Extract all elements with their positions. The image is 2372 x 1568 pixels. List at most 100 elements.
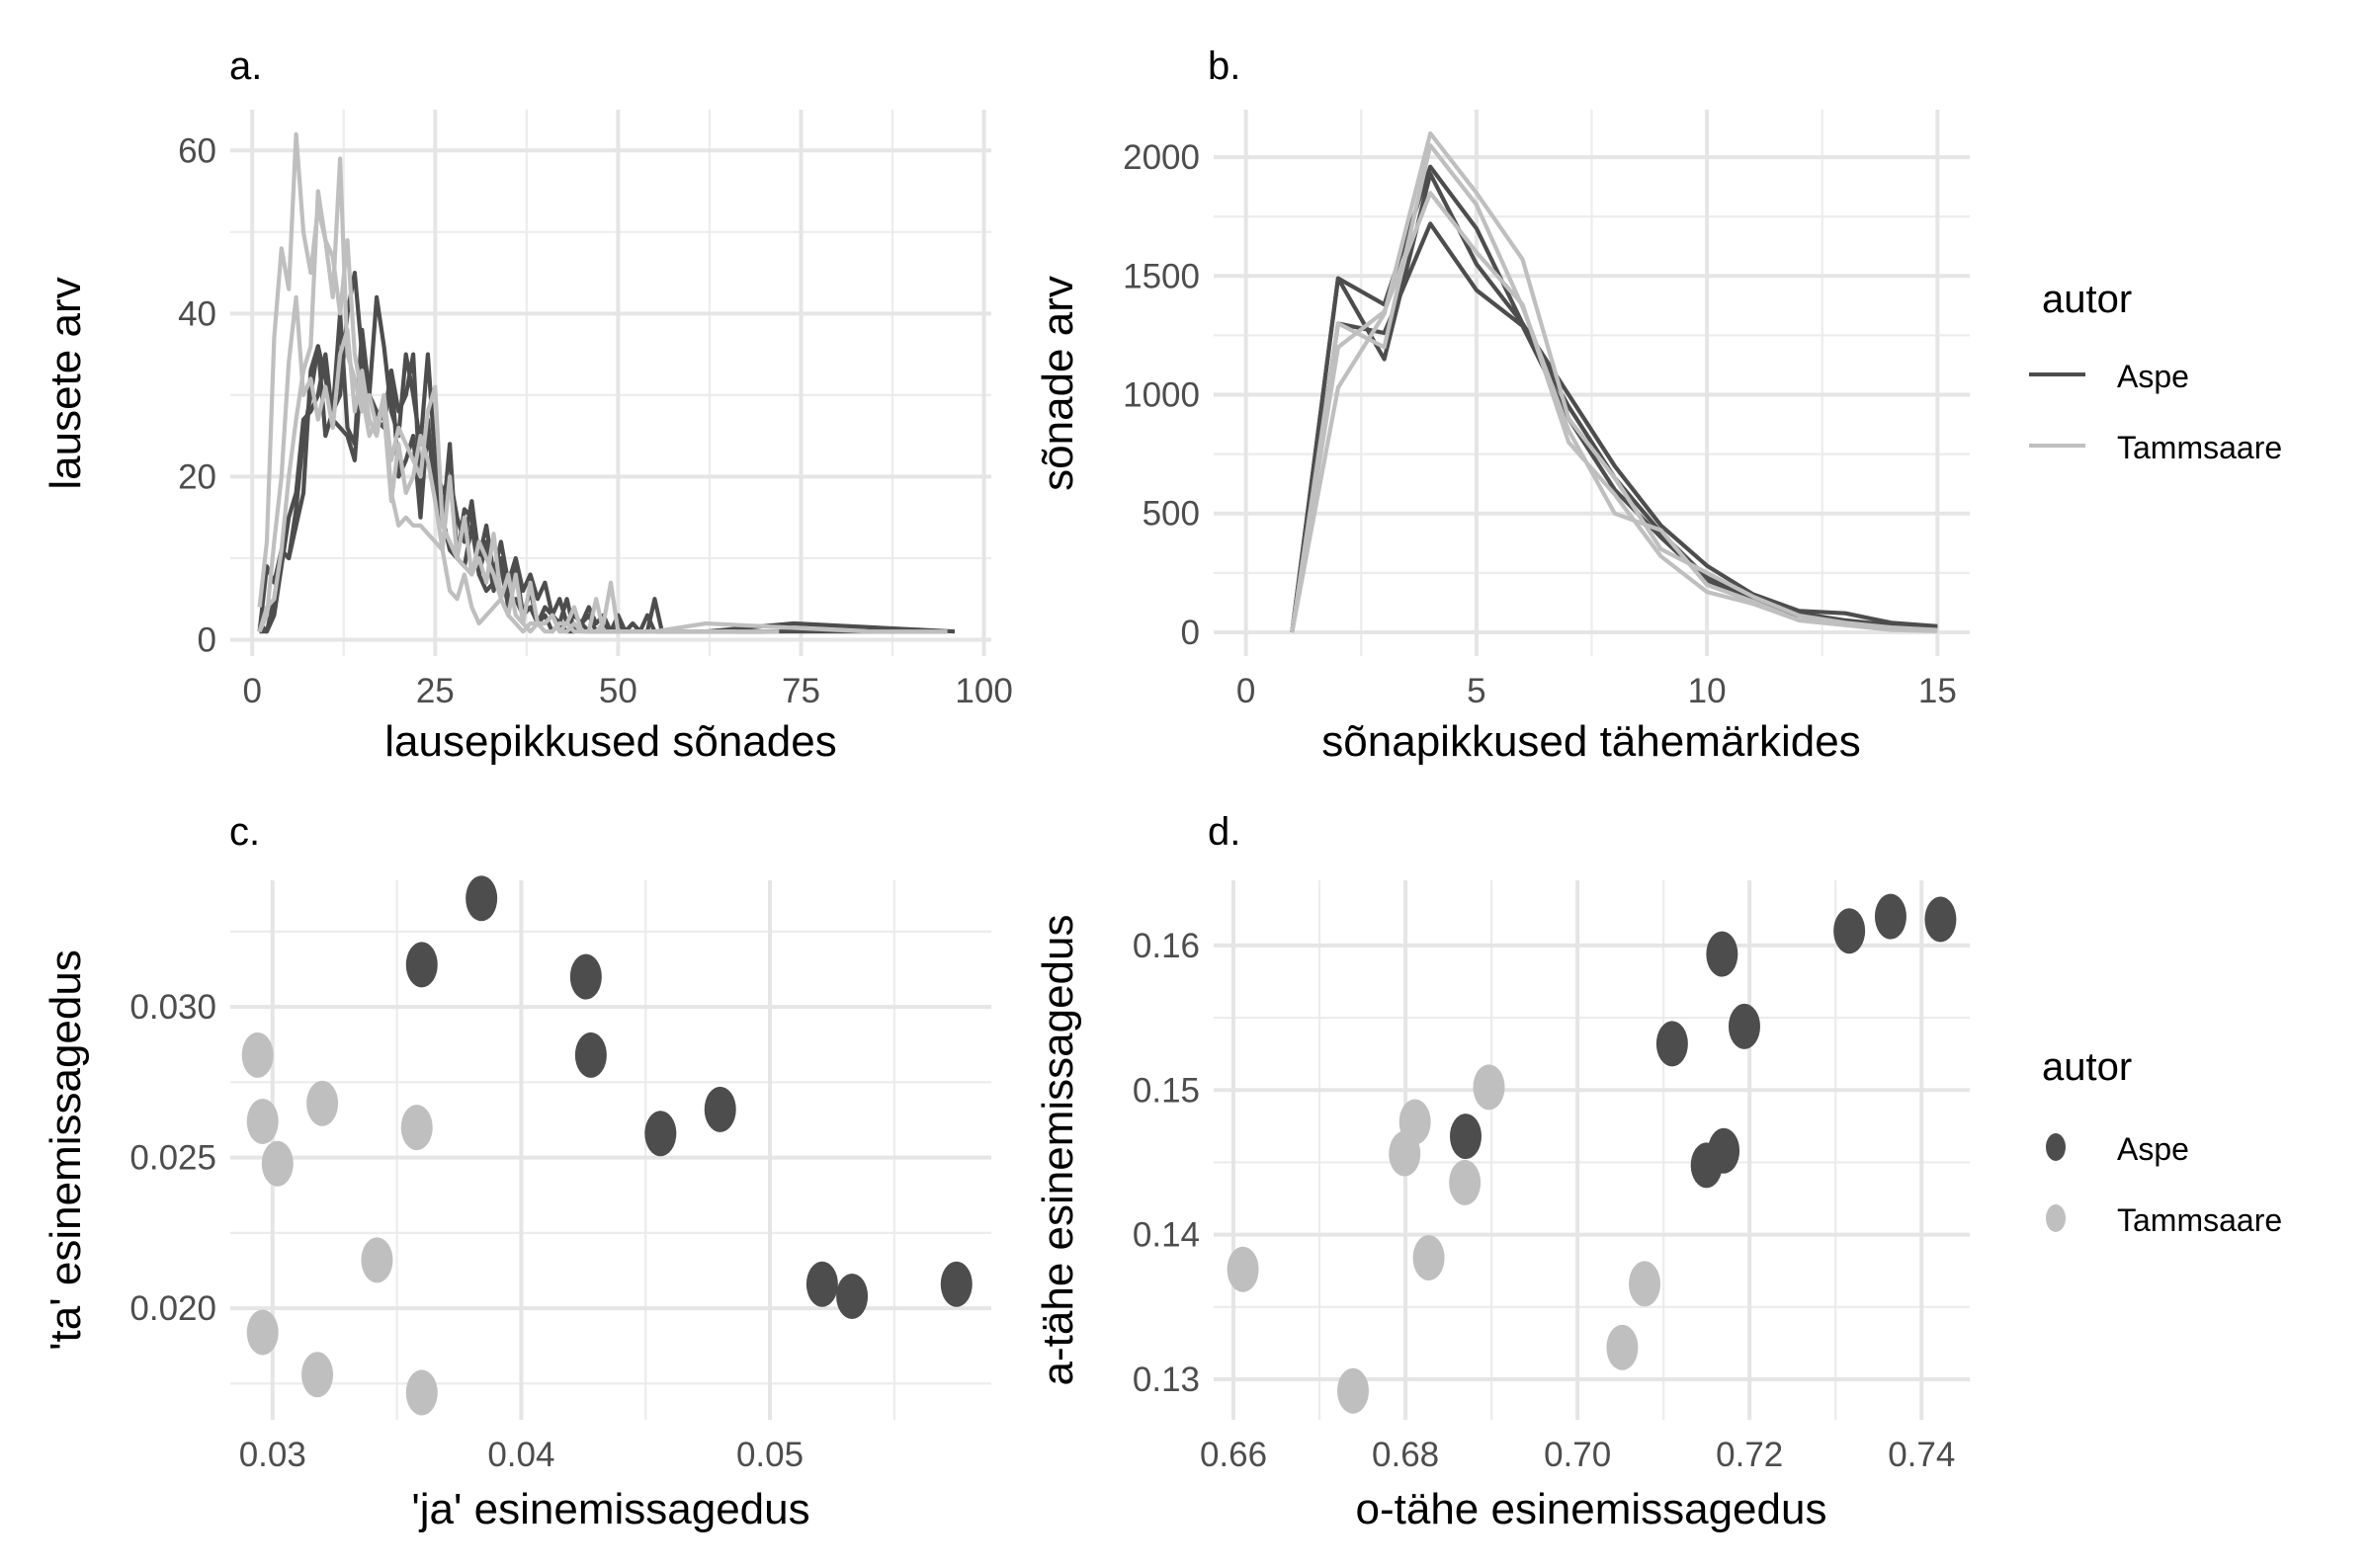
panel-c-point-tammsaare <box>246 1099 279 1145</box>
panel-a-marks <box>257 131 956 634</box>
panel-b-xticks: 0 5 10 15 <box>1236 672 1957 710</box>
panel-c-point-tammsaare <box>306 1080 339 1126</box>
panel-d-ytick-label: 0.15 <box>1133 1071 1200 1110</box>
panel-d-grid <box>1214 880 1970 1420</box>
panel-d-point-aspe <box>1874 893 1906 940</box>
legend-point-swatch-aspe <box>2046 1133 2066 1161</box>
panel-c-ytick-label: 0.030 <box>129 988 216 1027</box>
panel-a-series-line-tammsaare-3 <box>257 131 948 634</box>
panel-b-xtick-label: 10 <box>1688 672 1727 710</box>
panel-a-xlabel: lausepikkused sõnades <box>384 717 836 766</box>
panel-a-ytick-label: 0 <box>198 620 216 659</box>
panel-d-point-tammsaare <box>1449 1159 1482 1205</box>
panel-b-xtick-label: 15 <box>1918 672 1957 710</box>
panel-d-xtick-label: 0.68 <box>1372 1436 1439 1474</box>
legend-label-aspe: Aspe <box>2117 359 2189 394</box>
panel-d-xticks: 0.66 0.68 0.70 0.72 0.74 <box>1200 1436 1955 1474</box>
panel-a: a. 0 25 50 75 100 0 20 40 60 lausepikkused sõna… <box>42 44 1013 766</box>
panel-d-point-tammsaare <box>1473 1064 1505 1111</box>
panel-c-point-tammsaare <box>400 1105 433 1151</box>
legend-lines: autor Aspe Tammsaare <box>2029 278 2282 465</box>
panel-c-point-tammsaare <box>301 1352 334 1398</box>
panel-c-ylabel: 'ta' esinemissagedus <box>42 949 90 1351</box>
panel-c-point-aspe <box>466 875 498 922</box>
panel-c-point-tammsaare <box>241 1032 274 1078</box>
panel-c-point-aspe <box>836 1273 869 1319</box>
panel-d-point-aspe <box>1706 931 1738 977</box>
panel-c-xtick-label: 0.03 <box>239 1436 306 1474</box>
panel-a-series-line-tammsaare-5 <box>257 294 735 634</box>
panel-a-tag: a. <box>229 44 262 88</box>
panel-a-ytick-label: 40 <box>178 294 216 333</box>
panel-c: c. 0.03 0.04 0.05 0.020 0.025 0.030 'ja' esi… <box>42 810 991 1533</box>
panel-a-xtick-label: 25 <box>416 672 455 710</box>
panel-c-point-tammsaare <box>246 1309 279 1356</box>
panel-a-series-line-tammsaare-4 <box>257 189 780 634</box>
panel-a-xtick-label: 100 <box>955 672 1012 710</box>
panel-d-ytick-label: 0.13 <box>1133 1361 1200 1399</box>
panel-d-point-aspe <box>1728 1003 1760 1049</box>
panel-c-xtick-label: 0.05 <box>736 1436 804 1474</box>
panel-c-point-tammsaare <box>405 1369 438 1416</box>
panel-d-point-tammsaare <box>1412 1235 1445 1281</box>
panel-b-series-line-tammsaare-3 <box>1290 130 1938 633</box>
panel-d-point-aspe <box>1833 908 1866 954</box>
panel-b-ylabel: sõnade arv <box>1034 276 1082 491</box>
panel-b-ytick-label: 0 <box>1181 614 1200 652</box>
panel-a-xticks: 0 25 50 75 100 <box>242 672 1012 710</box>
panel-c-point-aspe <box>644 1111 677 1157</box>
panel-d-point-aspe <box>1450 1114 1482 1160</box>
panel-b-series-line-tammsaare-4 <box>1290 143 1938 633</box>
panel-c-ytick-label: 0.020 <box>129 1289 216 1328</box>
panel-c-xtick-label: 0.04 <box>487 1436 554 1474</box>
panel-a-ytick-label: 20 <box>178 457 216 496</box>
panel-c-tag: c. <box>229 810 260 854</box>
panel-c-ytick-label: 0.025 <box>129 1139 216 1178</box>
panel-b-ytick-label: 2000 <box>1123 138 1200 177</box>
panel-b-xlabel: sõnapikkused tähemärkides <box>1321 717 1860 766</box>
panel-d-point-tammsaare <box>1227 1246 1259 1292</box>
panel-d-point-tammsaare <box>1606 1324 1639 1370</box>
legend-label-tammsaare: Tammsaare <box>2117 430 2282 465</box>
panel-d-point-aspe <box>1655 1021 1688 1067</box>
panel-b-marks <box>1290 130 1938 633</box>
panel-c-marks <box>241 875 973 1416</box>
panel-c-xticks: 0.03 0.04 0.05 <box>239 1436 804 1474</box>
panel-c-point-aspe <box>569 953 602 1000</box>
legend-points-title: autor <box>2042 1045 2132 1089</box>
panel-d-xtick-label: 0.72 <box>1716 1436 1783 1474</box>
panel-c-yticks: 0.020 0.025 0.030 <box>129 988 216 1328</box>
panel-d-point-aspe <box>1924 896 1957 943</box>
panel-a-ytick-label: 60 <box>178 131 216 170</box>
legend-point-swatch-tammsaare <box>2046 1204 2066 1232</box>
panel-b-series-line-tammsaare-5 <box>1290 191 1938 633</box>
panel-c-grid <box>230 880 991 1420</box>
panel-d-point-tammsaare <box>1389 1130 1421 1177</box>
panel-c-point-aspe <box>574 1032 607 1078</box>
panel-b-tag: b. <box>1208 44 1240 88</box>
panel-d-ytick-label: 0.16 <box>1133 927 1200 965</box>
panel-b-series-line-aspe-1 <box>1290 171 1938 633</box>
panel-b-ytick-label: 1000 <box>1123 376 1200 415</box>
panel-c-point-aspe <box>704 1086 736 1132</box>
panel-d-ylabel: a-tähe esinemissagedus <box>1034 915 1082 1386</box>
panel-d: d. 0.66 0.68 0.70 0.72 0.74 0.13 0.14 0.15 0.16… <box>1034 810 1970 1533</box>
panel-a-xtick-label: 75 <box>782 672 820 710</box>
panel-b-xtick-label: 5 <box>1467 672 1485 710</box>
legend-point-label-tammsaare: Tammsaare <box>2117 1202 2282 1238</box>
panel-b-grid <box>1214 110 1970 656</box>
legend-point-label-aspe: Aspe <box>2117 1131 2189 1167</box>
panel-a-series-line-aspe-0 <box>257 271 956 634</box>
panel-d-ytick-label: 0.14 <box>1133 1216 1200 1255</box>
panel-d-tag: d. <box>1208 810 1240 854</box>
panel-d-point-aspe <box>1690 1142 1723 1189</box>
panel-b-yticks: 0 500 1000 1500 2000 <box>1123 138 1200 652</box>
legend-lines-title: autor <box>2042 278 2132 321</box>
panel-c-point-aspe <box>805 1261 838 1307</box>
panel-b-ytick-label: 1500 <box>1123 257 1200 295</box>
panel-d-yticks: 0.13 0.14 0.15 0.16 <box>1133 927 1200 1399</box>
panel-d-marks <box>1227 893 1957 1414</box>
panel-c-point-tammsaare <box>361 1237 393 1283</box>
panel-b-ytick-label: 500 <box>1143 495 1200 534</box>
